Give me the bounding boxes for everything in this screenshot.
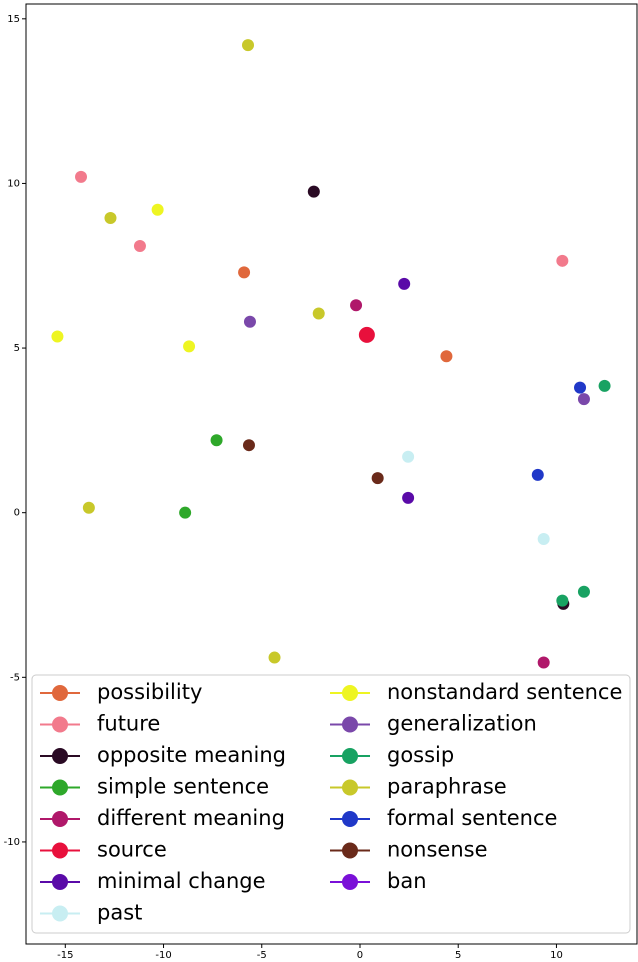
legend-marker xyxy=(342,874,358,890)
legend-marker xyxy=(52,905,68,922)
point xyxy=(537,533,550,546)
legend-label: generalization xyxy=(387,712,537,736)
point xyxy=(82,501,95,514)
legend-marker xyxy=(342,811,358,827)
x-tick-label: -5 xyxy=(257,950,267,958)
point xyxy=(440,350,453,363)
legend-marker xyxy=(52,811,68,827)
x-tick-label: 10 xyxy=(550,950,563,958)
point xyxy=(556,594,569,607)
legend-label: paraphrase xyxy=(387,775,507,799)
point xyxy=(51,330,64,343)
legend-label: minimal change xyxy=(97,869,266,893)
legend-label: future xyxy=(97,712,160,736)
x-tick-label: -10 xyxy=(155,950,171,958)
point xyxy=(398,277,411,290)
x-tick-label: 5 xyxy=(455,950,461,958)
point xyxy=(210,434,223,447)
legend-marker xyxy=(52,685,68,701)
plot-frame xyxy=(25,3,638,945)
point xyxy=(151,203,164,216)
legend-box xyxy=(31,674,631,934)
point xyxy=(577,393,590,406)
point xyxy=(307,185,320,198)
legend-label: past xyxy=(97,901,142,925)
legend-marker xyxy=(342,716,358,733)
legend-label: possibility xyxy=(97,680,202,704)
x-tick-label: 0 xyxy=(357,950,363,958)
legend-marker xyxy=(342,685,358,701)
point xyxy=(574,381,587,394)
legend-marker xyxy=(52,842,68,859)
legend-marker xyxy=(52,874,68,890)
point xyxy=(371,472,384,485)
y-tick-label: -5 xyxy=(10,672,20,683)
legend-marker xyxy=(342,842,358,859)
point xyxy=(537,656,550,669)
point xyxy=(577,585,590,598)
y-tick-label: 15 xyxy=(7,14,20,25)
legend-label: nonstandard sentence xyxy=(387,680,622,704)
legend-marker xyxy=(342,779,358,796)
point xyxy=(350,299,363,312)
legend-label: simple sentence xyxy=(97,775,269,799)
legend-marker xyxy=(342,748,358,764)
point xyxy=(183,340,196,353)
y-tick-label: -10 xyxy=(4,837,20,848)
y-tick-label: 5 xyxy=(14,343,20,354)
legend-marker xyxy=(52,779,68,796)
legend-label: gossip xyxy=(387,743,454,767)
point xyxy=(243,315,256,328)
point xyxy=(104,212,117,225)
legend-label: different meaning xyxy=(97,806,285,830)
point xyxy=(312,307,325,320)
point xyxy=(133,239,146,252)
point xyxy=(531,468,544,481)
point xyxy=(556,254,569,267)
point xyxy=(358,326,375,343)
legend-label: nonsense xyxy=(387,838,488,862)
point xyxy=(402,491,415,504)
point xyxy=(268,651,281,664)
legend-label: ban xyxy=(387,869,427,893)
point xyxy=(242,39,255,52)
point xyxy=(402,450,415,463)
legend-label: source xyxy=(97,838,167,862)
x-tick-label: -15 xyxy=(57,950,73,958)
y-tick-label: 0 xyxy=(14,508,20,519)
point xyxy=(598,379,611,392)
point xyxy=(75,170,88,183)
y-tick-label: 10 xyxy=(7,178,20,189)
legend-marker xyxy=(52,716,68,733)
point xyxy=(238,266,251,279)
point xyxy=(179,506,192,519)
point xyxy=(242,439,255,452)
legend-marker xyxy=(52,748,68,764)
legend-label: formal sentence xyxy=(387,806,557,830)
legend-label: opposite meaning xyxy=(97,743,286,767)
